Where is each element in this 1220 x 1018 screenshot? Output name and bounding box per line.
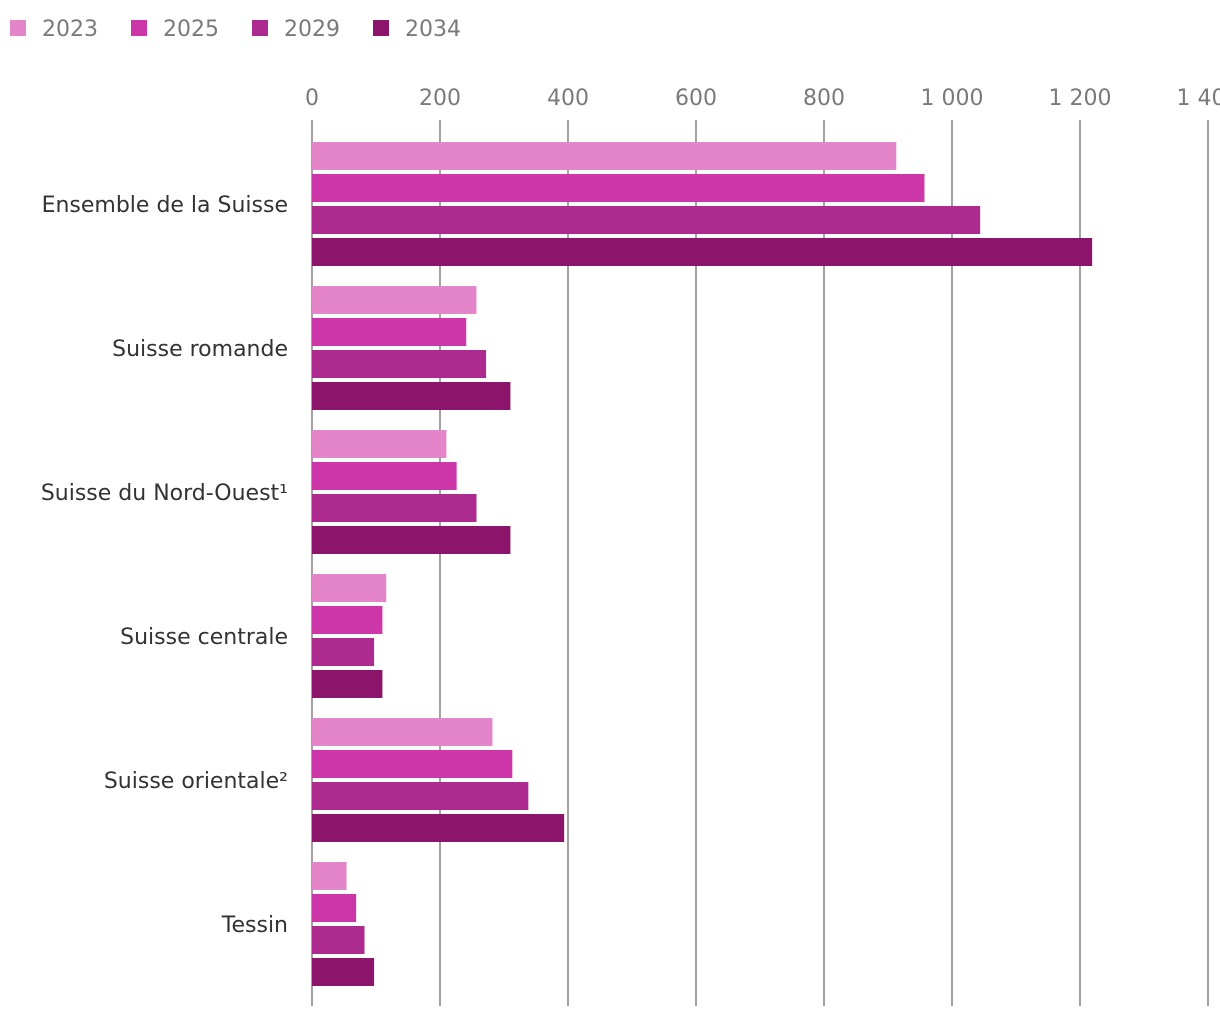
x-axis-ticks: 0 200 400 600 800 1 000 1 200 1 400	[305, 86, 1220, 111]
tick-label-400: 400	[547, 86, 589, 111]
bar-0-2023	[312, 142, 897, 170]
tick-label-1400: 1 400	[1177, 86, 1220, 111]
bar-3-2034	[312, 670, 383, 698]
category-label-3: Suisse centrale	[120, 625, 288, 650]
bar-4-2034	[312, 814, 565, 842]
gridlines	[311, 120, 1209, 1006]
bar-1-2025	[312, 318, 467, 346]
bars	[312, 142, 1093, 986]
category-label-0: Ensemble de la Suisse	[42, 193, 288, 218]
legend-swatch-2023	[10, 20, 26, 36]
bar-3-2029	[312, 638, 375, 666]
bar-5-2034	[312, 958, 375, 986]
legend-swatch-2029	[252, 20, 268, 36]
tick-label-0: 0	[305, 86, 319, 111]
category-labels: Ensemble de la Suisse Suisse romande Suiss…	[41, 193, 288, 938]
bar-2-2023	[312, 430, 447, 458]
category-label-2: Suisse du Nord-Ouest¹	[41, 481, 288, 506]
bar-0-2034	[312, 238, 1093, 266]
legend: 2023 2025 2029 2034	[10, 17, 461, 42]
tick-label-200: 200	[419, 86, 461, 111]
tick-label-600: 600	[675, 86, 717, 111]
bar-1-2029	[312, 350, 487, 378]
bar-1-2034	[312, 382, 511, 410]
category-label-1: Suisse romande	[112, 337, 288, 362]
bar-3-2023	[312, 574, 387, 602]
legend-label-2023: 2023	[42, 17, 98, 42]
legend-swatch-2034	[373, 20, 389, 36]
bar-2-2029	[312, 494, 477, 522]
bar-5-2029	[312, 926, 365, 954]
category-label-5: Tessin	[221, 913, 288, 938]
bar-3-2025	[312, 606, 383, 634]
legend-label-2029: 2029	[284, 17, 340, 42]
tick-label-1000: 1 000	[921, 86, 984, 111]
bar-4-2023	[312, 718, 493, 746]
tick-label-800: 800	[803, 86, 845, 111]
legend-swatch-2025	[131, 20, 147, 36]
bar-1-2023	[312, 286, 477, 314]
legend-label-2034: 2034	[405, 17, 461, 42]
tick-label-1200: 1 200	[1049, 86, 1112, 111]
category-label-4: Suisse orientale²	[104, 769, 288, 794]
bar-4-2025	[312, 750, 513, 778]
bar-0-2025	[312, 174, 925, 202]
bar-4-2029	[312, 782, 529, 810]
bar-2-2025	[312, 462, 457, 490]
bar-2-2034	[312, 526, 511, 554]
legend-label-2025: 2025	[163, 17, 219, 42]
bar-5-2025	[312, 894, 357, 922]
bar-5-2023	[312, 862, 347, 890]
bar-0-2029	[312, 206, 981, 234]
